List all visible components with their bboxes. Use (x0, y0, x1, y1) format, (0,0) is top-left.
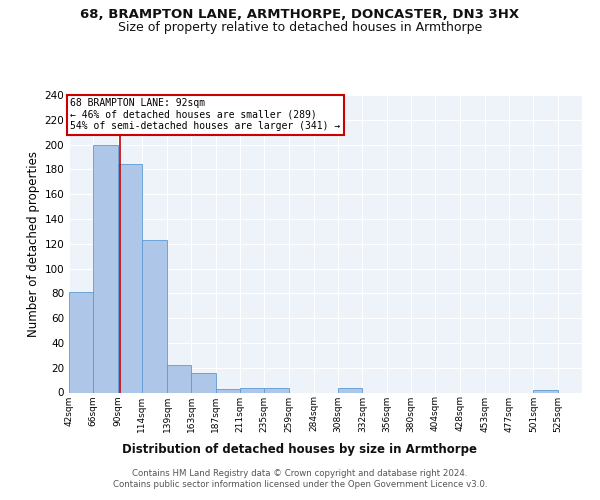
Bar (69, 292, 93, 392)
Bar (264, 388, 289, 392)
Bar (142, 240, 167, 392)
Text: Distribution of detached houses by size in Armthorpe: Distribution of detached houses by size … (122, 442, 478, 456)
Text: Size of property relative to detached houses in Armthorpe: Size of property relative to detached ho… (118, 21, 482, 34)
Bar (533, 390, 558, 392)
Bar (216, 389, 240, 392)
Bar (167, 365, 191, 392)
Bar (338, 388, 362, 392)
Bar (93, 144, 118, 392)
Y-axis label: Number of detached properties: Number of detached properties (27, 151, 40, 337)
Text: Contains public sector information licensed under the Open Government Licence v3: Contains public sector information licen… (113, 480, 487, 489)
Bar (118, 164, 142, 392)
Bar (191, 372, 216, 392)
Text: 68, BRAMPTON LANE, ARMTHORPE, DONCASTER, DN3 3HX: 68, BRAMPTON LANE, ARMTHORPE, DONCASTER,… (80, 8, 520, 20)
Text: 68 BRAMPTON LANE: 92sqm
← 46% of detached houses are smaller (289)
54% of semi-d: 68 BRAMPTON LANE: 92sqm ← 46% of detache… (70, 98, 340, 131)
Text: Contains HM Land Registry data © Crown copyright and database right 2024.: Contains HM Land Registry data © Crown c… (132, 469, 468, 478)
Bar (240, 388, 264, 392)
